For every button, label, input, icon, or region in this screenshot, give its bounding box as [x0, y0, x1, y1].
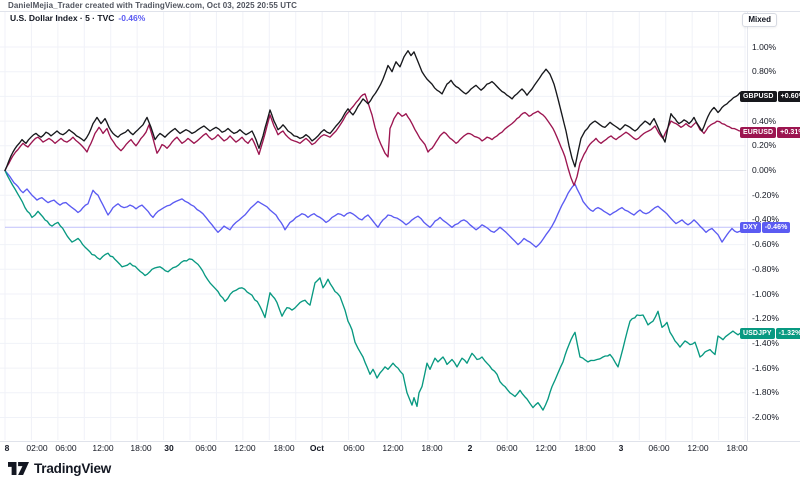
x-axis-time-label: 12:00	[382, 443, 404, 453]
y-axis-label: -0.60%	[752, 239, 779, 250]
attribution-text: DanielMejia_Trader created with TradingV…	[8, 1, 297, 10]
tradingview-logo-icon	[8, 462, 29, 475]
price-badge-usdjpy[interactable]: USDJPY -1.32%	[740, 328, 800, 340]
series-line-gbpusd	[4, 50, 746, 172]
series-line-dxy	[4, 169, 746, 248]
x-axis-time-label: 12:00	[92, 443, 114, 453]
price-badge-gbpusd[interactable]: GBPUSD+0.60%	[740, 90, 800, 102]
x-axis-day-label: 3	[618, 443, 624, 453]
x-axis-day-label: 30	[164, 443, 174, 453]
tradingview-logo[interactable]: TradingView	[8, 460, 111, 477]
x-axis-time-label: 18:00	[726, 443, 748, 453]
badge-symbol-name: EURUSD	[740, 126, 777, 138]
y-axis-label: 1.00%	[752, 41, 777, 52]
y-axis-label: -0.40%	[752, 214, 779, 225]
x-axis-day-label: 2	[467, 443, 473, 453]
x-axis-time-label: 06:00	[195, 443, 217, 453]
x-axis-time-label: 12:00	[687, 443, 709, 453]
x-axis-day-label: 8	[4, 443, 10, 453]
price-badge-dxy[interactable]: DXY -0.46%	[740, 221, 791, 233]
y-axis-label: 0.80%	[752, 66, 777, 77]
badge-last-value: -0.46%	[761, 221, 791, 233]
y-axis-label: -0.20%	[752, 189, 779, 200]
status-badge: Mixed	[742, 13, 777, 27]
x-axis-time-label: 06:00	[496, 443, 518, 453]
y-axis-label: -0.80%	[752, 263, 779, 274]
badge-last-value: +0.60%	[777, 90, 800, 102]
x-axis-time-label: 02:00	[26, 443, 48, 453]
x-axis-time-label: 06:00	[648, 443, 670, 453]
symbol-title: U.S. Dollar Index · 5 · TVC	[10, 13, 115, 23]
symbol-change: -0.46%	[118, 13, 146, 23]
price-badge-eurusd[interactable]: EURUSD+0.31%	[740, 126, 800, 138]
series-line-usdjpy	[4, 169, 746, 411]
tradingview-logo-text: TradingView	[34, 461, 112, 476]
badge-symbol-name: DXY	[740, 221, 761, 233]
series-line-eurusd	[4, 93, 746, 186]
x-axis-time-label: 12:00	[234, 443, 256, 453]
header-divider	[0, 11, 800, 12]
badge-last-value: +0.31%	[777, 126, 800, 138]
time-axis-divider	[0, 441, 800, 442]
badge-symbol-name: USDJPY	[740, 328, 775, 340]
y-axis-label: 0.00%	[752, 165, 777, 175]
badge-last-value: -1.32%	[775, 328, 800, 340]
x-axis-time-label: 18:00	[130, 443, 152, 453]
x-axis-time-label: 18:00	[574, 443, 596, 453]
y-axis-label: -1.60%	[752, 362, 779, 373]
x-axis-time-label: 06:00	[343, 443, 365, 453]
y-axis-label: -1.20%	[752, 313, 779, 324]
symbol-legend[interactable]: U.S. Dollar Index · 5 · TVC -0.46%	[10, 13, 145, 23]
x-axis-day-label: Oct	[309, 443, 325, 453]
x-axis-time-label: 12:00	[535, 443, 557, 453]
x-axis-time-label: 18:00	[421, 443, 443, 453]
y-axis-label: -1.00%	[752, 288, 779, 299]
y-axis-label: 0.20%	[752, 140, 777, 151]
x-axis-time-label: 06:00	[55, 443, 77, 453]
y-axis-label: -2.00%	[752, 412, 779, 422]
y-axis-label: -1.80%	[752, 387, 779, 398]
y-axis-label: 0.40%	[752, 115, 777, 126]
badge-symbol-name: GBPUSD	[740, 90, 777, 102]
y-axis-label: -1.40%	[752, 337, 779, 348]
x-axis-time-label: 18:00	[273, 443, 295, 453]
